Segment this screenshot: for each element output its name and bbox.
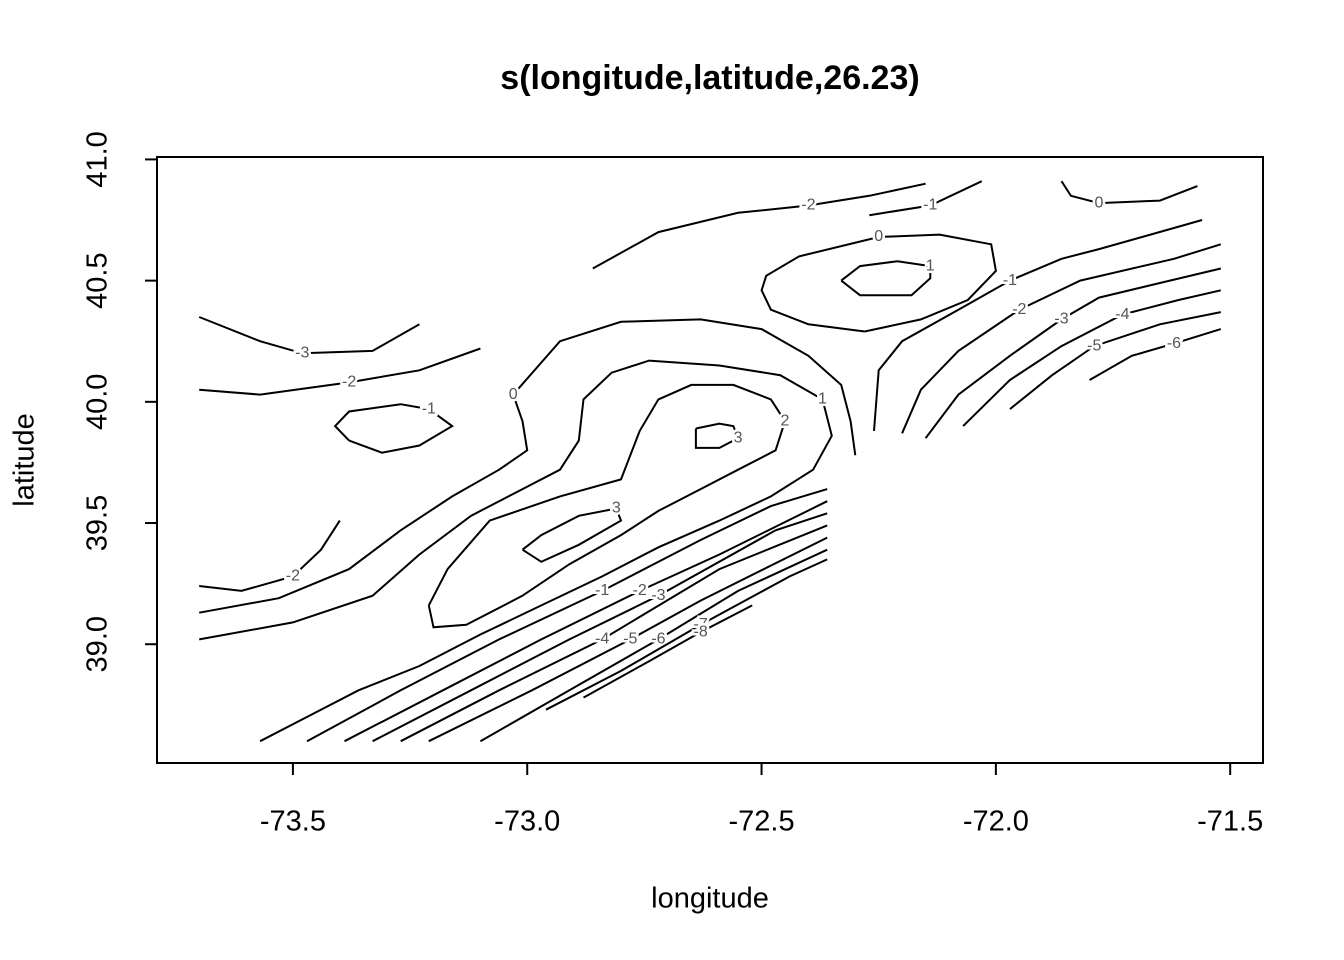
contour-line	[962, 289, 1222, 427]
contour-label: 2	[781, 412, 790, 429]
y-tick-label: 39.0	[82, 616, 114, 672]
contour-label: 0	[1095, 194, 1104, 211]
contour-line	[198, 316, 420, 355]
contour-line	[428, 536, 828, 743]
contour-label: 0	[509, 386, 518, 403]
contour-label: 0	[874, 228, 883, 245]
chart-title: s(longitude,latitude,26.23)	[500, 59, 919, 97]
x-tick-label: -73.5	[260, 806, 326, 838]
x-tick-label: -73.0	[494, 806, 560, 838]
contour-label: 1	[926, 257, 935, 274]
y-tick-label: 41.0	[82, 131, 114, 187]
contour-line	[924, 267, 1222, 439]
contour-line	[427, 383, 787, 629]
contour-label: -2	[633, 582, 647, 599]
contour-label: -2	[342, 374, 356, 391]
contour-label: 1	[818, 391, 827, 408]
contour-line	[372, 512, 828, 743]
y-tick-label: 40.5	[82, 252, 114, 308]
contour-line	[873, 219, 1203, 431]
x-axis-label: longitude	[651, 883, 769, 915]
contour-label: -3	[651, 587, 665, 604]
x-tick-label: -72.0	[963, 806, 1029, 838]
contour-label: -4	[595, 631, 609, 648]
contour-line	[199, 347, 481, 396]
contour-label: -5	[1087, 337, 1101, 354]
contour-line	[583, 604, 753, 699]
contour-line	[901, 243, 1222, 434]
contour-label: -2	[286, 568, 300, 585]
contour-line	[400, 524, 828, 743]
contour-line	[760, 233, 997, 333]
contour-line	[545, 558, 828, 711]
contour-line	[840, 260, 932, 297]
contour-label: -5	[623, 631, 637, 648]
contour-label: 3	[734, 429, 743, 446]
contour-label: -1	[422, 400, 436, 417]
contour-label: -2	[1012, 301, 1026, 318]
y-tick-label: 40.0	[82, 374, 114, 430]
contour-line	[1089, 328, 1222, 381]
contour-line	[344, 500, 828, 743]
contour-line	[1060, 180, 1198, 205]
contour-label: -3	[295, 345, 309, 362]
contour-line	[479, 548, 828, 743]
contour-line	[333, 403, 455, 454]
contour-label: -1	[923, 197, 937, 214]
contour-line	[521, 507, 623, 563]
contour-label: 3	[612, 500, 621, 517]
contour-label: -3	[1054, 311, 1068, 328]
y-axis-label: latitude	[9, 413, 41, 507]
contour-line	[306, 488, 828, 743]
contour-line	[869, 180, 983, 217]
contour-label: -1	[1003, 272, 1017, 289]
plot-frame	[156, 156, 1264, 764]
contour-line	[1009, 311, 1221, 410]
contour-label: -6	[1167, 335, 1181, 352]
contour-line	[592, 182, 926, 270]
contour-label: -1	[595, 582, 609, 599]
contour-line	[199, 520, 341, 592]
contour-label: -8	[694, 623, 708, 640]
contour-line	[694, 422, 740, 449]
x-tick-label: -71.5	[1197, 806, 1263, 838]
y-tick-label: 39.5	[82, 495, 114, 551]
contour-line	[199, 318, 857, 614]
contour-label: -4	[1115, 306, 1129, 323]
contour-label: -2	[801, 197, 815, 214]
contour-label: -6	[651, 631, 665, 648]
x-tick-label: -72.5	[728, 806, 794, 838]
contour-line	[199, 359, 833, 743]
